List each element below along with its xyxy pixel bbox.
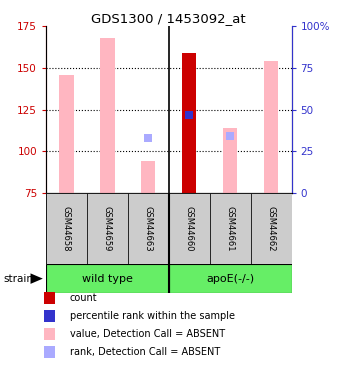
Point (105, 113, 110, 119)
Title: GDS1300 / 1453092_at: GDS1300 / 1453092_at (91, 12, 246, 25)
Bar (223, 128, 237, 193)
Text: GSM44659: GSM44659 (103, 206, 112, 251)
Text: GSM44662: GSM44662 (267, 206, 276, 252)
Bar (264, 61, 278, 193)
FancyBboxPatch shape (210, 193, 251, 264)
FancyBboxPatch shape (87, 193, 128, 264)
Point (64, 113, 69, 119)
FancyBboxPatch shape (169, 264, 292, 293)
Polygon shape (31, 273, 43, 284)
FancyBboxPatch shape (251, 193, 292, 264)
Bar (182, 53, 196, 193)
Text: GSM44660: GSM44660 (185, 206, 194, 252)
FancyBboxPatch shape (169, 193, 210, 264)
Text: count: count (70, 293, 98, 303)
Point (146, 135, 151, 141)
Bar (141, 161, 155, 193)
Text: apoE(-/-): apoE(-/-) (206, 274, 254, 284)
FancyBboxPatch shape (128, 193, 169, 264)
Bar (100, 38, 115, 193)
FancyBboxPatch shape (46, 193, 292, 264)
Text: percentile rank within the sample: percentile rank within the sample (70, 311, 235, 321)
Text: GSM44663: GSM44663 (144, 206, 153, 252)
Point (187, 112, 192, 118)
Text: GSM44658: GSM44658 (62, 206, 71, 252)
Text: rank, Detection Call = ABSENT: rank, Detection Call = ABSENT (70, 347, 220, 357)
Text: value, Detection Call = ABSENT: value, Detection Call = ABSENT (70, 329, 225, 339)
Bar (59, 75, 74, 193)
FancyBboxPatch shape (46, 264, 169, 293)
Text: strain: strain (3, 274, 33, 284)
Point (227, 134, 233, 140)
Point (268, 113, 274, 119)
Text: GSM44661: GSM44661 (226, 206, 235, 252)
FancyBboxPatch shape (46, 193, 87, 264)
Text: wild type: wild type (82, 274, 133, 284)
